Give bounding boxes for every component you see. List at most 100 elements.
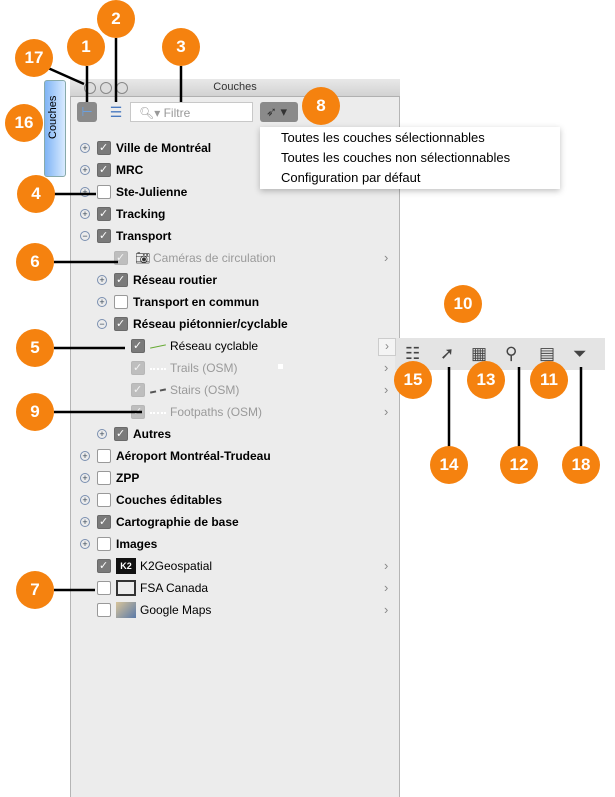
layer-checkbox[interactable] <box>97 160 111 180</box>
layer-checkbox[interactable] <box>97 471 111 485</box>
list-view-button[interactable]: ☰ <box>109 104 123 120</box>
layer-label: ZPP <box>116 471 140 485</box>
callout-badge: 15 <box>394 361 432 399</box>
expand-icon[interactable]: + <box>97 429 107 439</box>
layer-label: Autres <box>133 427 172 441</box>
layer-checkbox[interactable] <box>97 581 111 595</box>
layer-checkbox[interactable] <box>97 537 111 551</box>
expand-icon[interactable]: + <box>80 187 90 197</box>
layer-checkbox[interactable] <box>97 138 111 158</box>
chevron-right-icon[interactable]: › <box>384 404 389 419</box>
menu-item-all-unselectable[interactable]: Toutes les couches non sélectionnables <box>281 150 511 165</box>
layer-label: Footpaths (OSM) <box>170 405 263 419</box>
filter-funnel-icon[interactable]: ⏷ <box>573 344 587 363</box>
callout-badge: 3 <box>162 28 200 66</box>
callout-badge: 11 <box>530 361 568 399</box>
tree-view-button[interactable]: ⊢ <box>77 102 97 122</box>
layer-checkbox[interactable] <box>97 512 111 532</box>
layer-label: Transport <box>116 229 172 243</box>
google-maps-thumbnail-icon <box>116 602 136 618</box>
side-tab-couches[interactable]: Couches <box>44 80 66 177</box>
expand-icon[interactable]: + <box>80 143 90 153</box>
chevron-right-icon[interactable]: › <box>384 382 389 397</box>
table-icon[interactable]: ▦ <box>471 344 488 363</box>
filter-input[interactable]: 🔍︎▾ Filtre <box>130 102 253 122</box>
layer-label: Aéroport Montréal-Trudeau <box>116 449 271 463</box>
layer-label: Réseau routier <box>133 273 218 287</box>
collapse-icon[interactable]: − <box>80 231 90 241</box>
callout-badge: 2 <box>97 0 135 38</box>
chevron-right-icon[interactable]: › <box>384 602 389 617</box>
filter-placeholder: Filtre <box>163 106 191 120</box>
layer-symbol-icon <box>150 368 166 370</box>
layer-checkbox[interactable] <box>97 185 111 199</box>
layer-checkbox[interactable] <box>97 204 111 224</box>
k2-logo-icon: K2 <box>116 558 136 574</box>
callout-badge: 1 <box>67 28 105 66</box>
layer-checkbox[interactable] <box>114 314 128 334</box>
chevron-right-icon[interactable]: › <box>384 558 389 573</box>
select-arrow-icon[interactable]: ➚ <box>440 344 455 363</box>
layer-checkbox[interactable] <box>114 295 128 309</box>
expand-icon[interactable]: + <box>80 451 90 461</box>
expand-icon[interactable]: + <box>80 517 90 527</box>
document-icon[interactable]: ▤ <box>539 344 556 363</box>
callout-badge: 18 <box>562 446 600 484</box>
layer-checkbox[interactable] <box>131 336 145 356</box>
callout-badge: 7 <box>16 571 54 609</box>
chevron-right-icon[interactable]: › <box>384 250 389 265</box>
callout-badge: 10 <box>444 285 482 323</box>
expand-icon[interactable]: + <box>97 275 107 285</box>
callout-badge: 12 <box>500 446 538 484</box>
layer-label: Couches éditables <box>116 493 223 507</box>
menu-item-all-selectable[interactable]: Toutes les couches sélectionnables <box>281 130 485 145</box>
selection-mode-dropdown-button[interactable]: ➶ ▾ <box>260 102 298 122</box>
camera-icon: 📷︎ <box>135 251 151 265</box>
layer-label: Réseau piétonnier/cyclable <box>133 317 288 331</box>
layer-label: Réseau cyclable <box>170 339 259 353</box>
chevron-right-icon[interactable]: › <box>384 360 389 375</box>
chevron-right-icon[interactable]: › <box>384 580 389 595</box>
layer-label: Cartographie de base <box>116 515 239 529</box>
layer-label: Ste-Julienne <box>116 185 188 199</box>
layer-checkbox[interactable] <box>97 556 111 576</box>
layer-label: K2Geospatial <box>140 559 213 573</box>
layer-actions-toggle[interactable]: › <box>378 338 396 356</box>
collapse-icon[interactable]: − <box>97 319 107 329</box>
expand-icon[interactable]: + <box>80 165 90 175</box>
layer-checkbox[interactable] <box>131 380 145 400</box>
callout-badge: 14 <box>430 446 468 484</box>
search-icon: 🔍︎▾ <box>139 106 164 120</box>
callout-badge: 6 <box>16 243 54 281</box>
callout-badge: 17 <box>15 39 53 77</box>
expand-icon[interactable]: + <box>80 495 90 505</box>
layer-checkbox[interactable] <box>97 449 111 463</box>
expand-icon[interactable]: + <box>97 297 107 307</box>
layer-checkbox[interactable] <box>97 603 111 617</box>
layer-actions-bar: ☷ ➚ ▦ ⚲ ▤ ⏷ <box>395 338 605 370</box>
layer-label: Ville de Montréal <box>116 141 212 155</box>
minimize-button[interactable] <box>100 82 112 94</box>
layer-label: Transport en commun <box>133 295 260 309</box>
layer-checkbox[interactable] <box>131 358 145 378</box>
layer-label: Google Maps <box>140 603 212 617</box>
layer-label: Trails (OSM) <box>170 361 238 375</box>
layer-symbol-icon <box>150 412 166 414</box>
layer-label: Stairs (OSM) <box>170 383 240 397</box>
selection-dropdown-menu: Toutes les couches sélectionnables Toute… <box>260 127 560 189</box>
layer-checkbox[interactable] <box>114 270 128 290</box>
callout-badge: 8 <box>302 87 340 125</box>
layer-checkbox[interactable] <box>97 226 111 246</box>
expand-icon[interactable]: + <box>80 473 90 483</box>
layer-checkbox[interactable] <box>114 424 128 444</box>
layer-checkbox[interactable] <box>97 493 111 507</box>
legend-icon[interactable]: ☷ <box>405 344 421 363</box>
marker <box>278 364 283 369</box>
expand-icon[interactable]: + <box>80 209 90 219</box>
expand-icon[interactable]: + <box>80 539 90 549</box>
menu-item-default-config[interactable]: Configuration par défaut <box>281 170 421 185</box>
fsa-thumbnail-icon <box>116 580 136 596</box>
zoom-to-key-icon[interactable]: ⚲ <box>505 344 518 363</box>
callout-badge: 16 <box>5 104 43 142</box>
